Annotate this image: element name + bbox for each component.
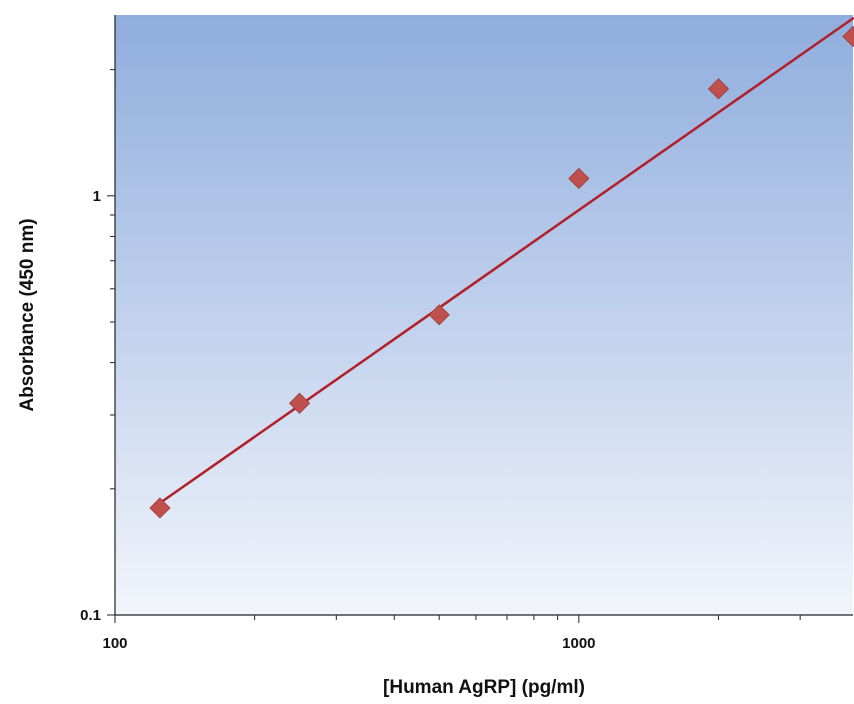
fit-line [158, 17, 854, 505]
data-point [707, 78, 730, 100]
x-tick-label: 1000 [562, 635, 595, 652]
axes [114, 15, 853, 616]
minor-ticks [107, 69, 801, 623]
tick-labels-layer: 100 1000 0.1 1 [80, 188, 595, 652]
data-point [842, 25, 854, 48]
data-point [289, 392, 311, 414]
fit-line-layer [158, 17, 854, 505]
plot-area [115, 15, 853, 615]
y-axis-title: Absorbance (450 nm) [17, 218, 38, 411]
data-point [568, 167, 590, 190]
data-points-layer [149, 25, 854, 519]
data-point [428, 304, 450, 326]
x-tick-label: 100 [102, 635, 127, 652]
x-axis-title: [Human AgRP] (pg/ml) [383, 677, 585, 698]
y-tick-label: 0.1 [80, 607, 101, 624]
data-point [149, 497, 171, 519]
y-tick-label: 1 [93, 188, 101, 205]
